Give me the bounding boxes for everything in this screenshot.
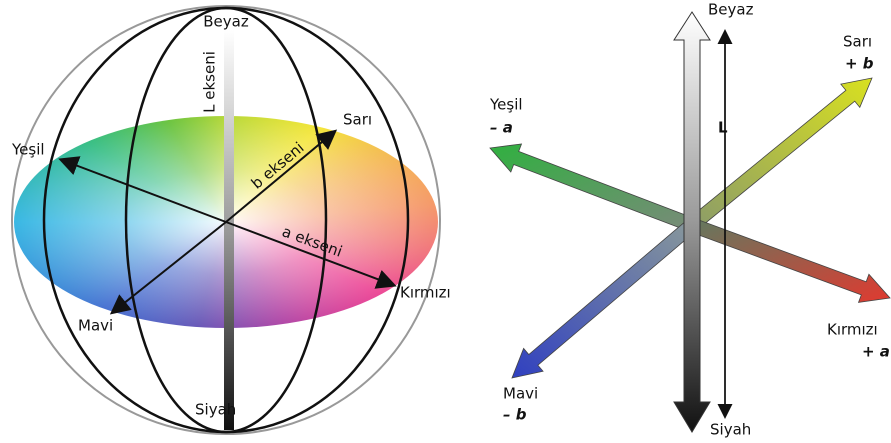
label: Mavi — [78, 317, 113, 335]
label: Sarı — [843, 33, 872, 51]
label: Beyaz — [203, 13, 249, 31]
label: L — [718, 119, 728, 137]
axis-arrow — [687, 77, 873, 231]
label: – b — [503, 406, 527, 424]
label: Yeşil — [11, 141, 45, 159]
axis-arrow — [689, 217, 891, 303]
label: – a — [490, 119, 513, 137]
b-axis-arrow — [225, 129, 338, 223]
label: + a — [862, 343, 890, 361]
label: Beyaz — [708, 1, 754, 19]
l-axis-bar — [224, 30, 234, 430]
label: Kırmızı — [400, 284, 451, 302]
label: Kırmızı — [827, 321, 878, 339]
label: Yeşil — [489, 96, 523, 114]
axis-arrow — [511, 219, 698, 379]
meridian — [42, 6, 410, 434]
label: Siyah — [195, 401, 236, 419]
label: L ekseni — [201, 51, 219, 113]
a-axis-arrow — [225, 221, 397, 289]
label: Mavi — [503, 385, 538, 403]
l-arrow — [673, 11, 711, 433]
label: Siyah — [710, 421, 751, 439]
sphere-outline — [11, 5, 441, 435]
label: + b — [845, 55, 874, 73]
minus-b-arrow — [109, 221, 227, 315]
label: Sarı — [343, 111, 372, 129]
axis-arrow — [489, 143, 696, 233]
label: b ekseni — [248, 138, 308, 192]
minus-a-arrow — [58, 156, 227, 223]
